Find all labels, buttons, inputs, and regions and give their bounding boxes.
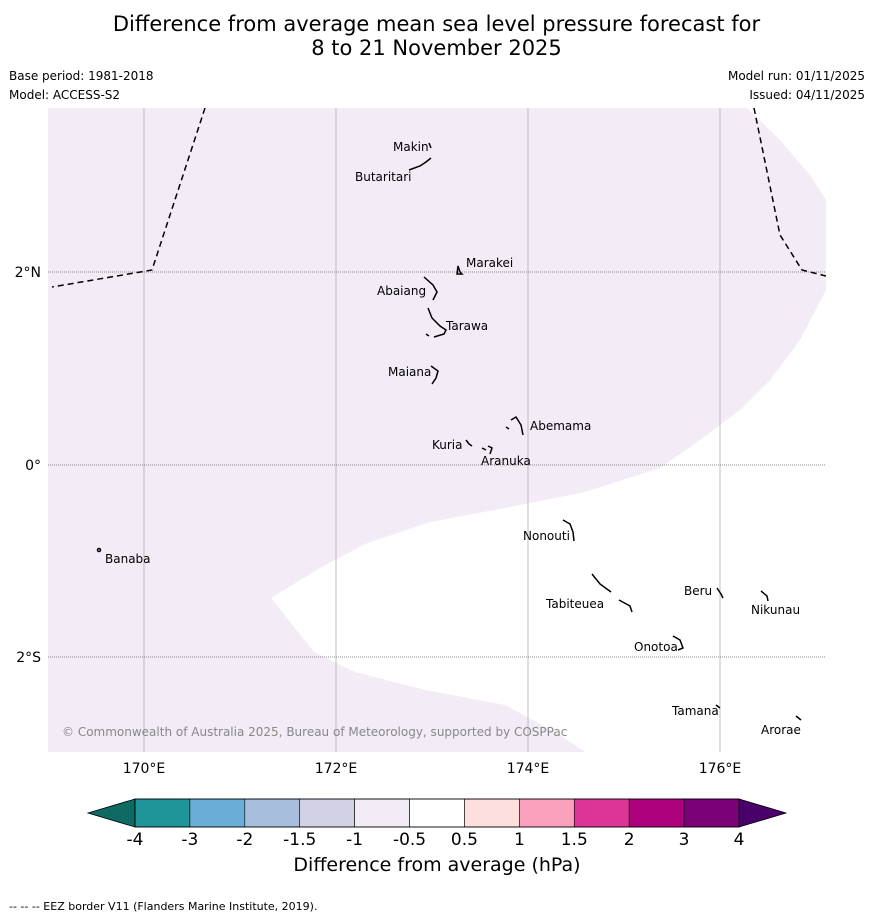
island-arorae-shape: [795, 715, 802, 721]
label-nikunau: Nikunau: [751, 603, 800, 617]
map-area: Makin Butaritari Marakei Abaiang Tarawa …: [48, 108, 826, 752]
island-tarawa-shape: [427, 307, 447, 338]
colorbar-segment: [189, 798, 246, 828]
colorbar: -4 -3 -2 -1.5 -1 -0.5 0.5 1 1.5 2 3 4 Difference fr…: [86, 798, 788, 876]
colorbar-segment: [244, 798, 301, 828]
label-banaba: Banaba: [105, 552, 151, 566]
colorbar-tick-label: 0.5: [451, 830, 478, 850]
colorbar-tick-label: -4: [127, 830, 144, 850]
island-abaiang-shape: [423, 276, 438, 301]
island-outlines: [96, 142, 802, 721]
colorbar-segment: [464, 798, 520, 828]
issued-date: Issued: 04/11/2025: [749, 88, 865, 102]
longitude-labels: 170°E 172°E 174°E 176°E: [123, 761, 742, 777]
label-abaiang: Abaiang: [377, 284, 426, 298]
label-aranuka: Aranuka: [481, 454, 531, 468]
island-aranuka-shape: [481, 445, 493, 455]
colorbar-segment: [683, 798, 740, 828]
model-name: Model: ACCESS-S2: [9, 88, 121, 102]
lon-label-170e: 170°E: [123, 761, 166, 777]
label-tamana: Tamana: [671, 704, 719, 718]
label-tabiteuea: Tabiteuea: [545, 597, 604, 611]
label-makin: Makin: [393, 140, 429, 154]
label-tarawa: Tarawa: [445, 319, 488, 333]
lon-label-176e: 176°E: [699, 761, 742, 777]
island-maiana-shape: [430, 365, 439, 385]
island-kuria-shape: [465, 439, 473, 447]
colorbar-segment: [573, 798, 630, 828]
label-maiana: Maiana: [388, 365, 431, 379]
model-run: Model run: 01/11/2025: [727, 69, 865, 83]
title-line-2: 8 to 21 November 2025: [311, 36, 562, 60]
latitude-labels: 2°N 0° 2°S: [15, 265, 42, 666]
island-tarawa-islet: [425, 333, 430, 337]
colorbar-segment: [134, 798, 191, 828]
label-arorae: Arorae: [761, 723, 801, 737]
island-tamana-shape: [715, 704, 721, 709]
eez-border-east: [753, 108, 826, 277]
lat-label-2s: 2°S: [16, 650, 41, 666]
eez-border-west: [51, 108, 206, 288]
colorbar-segment: [409, 798, 465, 828]
colorbar-label: Difference from average (hPa): [293, 854, 580, 876]
label-butaritari: Butaritari: [355, 170, 412, 184]
pressure-anomaly-shading: [48, 108, 826, 752]
colorbar-tick-label: -0.5: [393, 830, 426, 850]
colorbar-tick-label: -2: [236, 830, 253, 850]
colorbar-tick-label: -1: [346, 830, 363, 850]
colorbar-segment: [628, 798, 685, 828]
island-nonouti-shape: [562, 519, 575, 542]
title-line-1: Difference from average mean sea level p…: [112, 12, 761, 36]
island-onotoa-shape: [672, 635, 684, 651]
colorbar-segments: [134, 798, 740, 828]
label-marakei: Marakei: [466, 256, 513, 270]
colorbar-tick-label: 1: [514, 830, 525, 850]
colorbar-high-extend: [738, 798, 788, 828]
colorbar-frame: [134, 798, 740, 828]
colorbar-segment: [519, 798, 575, 828]
island-makin-shape: [428, 142, 432, 149]
island-abemama-shape: [510, 415, 524, 436]
base-period: Base period: 1981-2018: [9, 69, 154, 83]
island-banaba-shape: [96, 547, 102, 553]
graticule: [48, 108, 826, 752]
colorbar-tick-label: 2: [624, 830, 635, 850]
island-nikunau-shape: [760, 590, 769, 602]
island-marakei-shape: [456, 265, 464, 275]
label-nonouti: Nonouti: [523, 529, 570, 543]
label-abemama: Abemama: [530, 419, 591, 433]
copyright-notice: © Commonwealth of Australia 2025, Bureau…: [62, 725, 567, 739]
colorbar-tick-label: 4: [734, 830, 745, 850]
island-beru-shape: [716, 587, 724, 599]
colorbar-tick-labels: -4 -3 -2 -1.5 -1 -0.5 0.5 1 1.5 2 3 4: [127, 830, 745, 850]
colorbar-tick-label: 3: [679, 830, 690, 850]
label-kuria: Kuria: [432, 438, 463, 452]
lat-label-0: 0°: [25, 458, 41, 474]
lon-label-172e: 172°E: [315, 761, 358, 777]
colorbar-tick-label: -1.5: [283, 830, 316, 850]
island-labels: Makin Butaritari Marakei Abaiang Tarawa …: [105, 140, 801, 737]
island-abemama-islet: [505, 426, 510, 430]
island-tabiteuea-shape: [591, 573, 633, 613]
island-butaritari-shape: [408, 157, 432, 171]
colorbar-segment: [354, 798, 410, 828]
eez-borders: [51, 108, 826, 288]
label-beru: Beru: [684, 584, 712, 598]
lon-label-174e: 174°E: [507, 761, 550, 777]
label-onotoa: Onotoa: [634, 640, 678, 654]
colorbar-segment: [299, 798, 355, 828]
lat-label-2n: 2°N: [15, 265, 41, 281]
colorbar-low-extend: [86, 798, 136, 828]
colorbar-tick-label: -3: [181, 830, 198, 850]
eez-footnote: -- -- -- EEZ border V11 (Flanders Marine…: [9, 900, 318, 913]
colorbar-tick-label: 1.5: [561, 830, 588, 850]
